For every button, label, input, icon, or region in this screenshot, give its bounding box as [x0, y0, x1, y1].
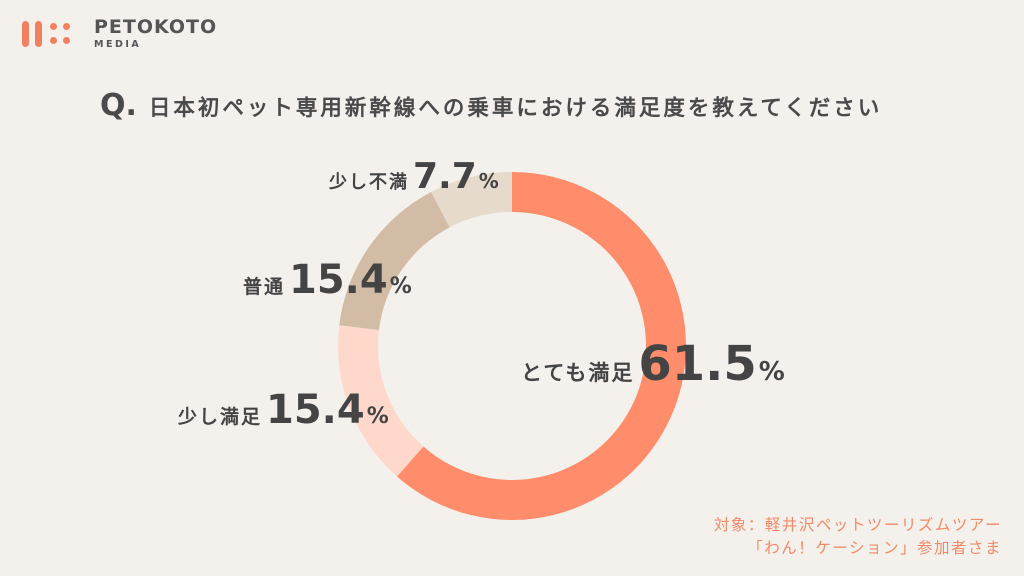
source-line-2: 「わん！ケーション」参加者さま — [747, 539, 1002, 557]
label-unit: % — [478, 169, 499, 193]
label-unit: % — [389, 274, 412, 299]
label-name: 少し満足 — [178, 406, 263, 428]
logo-name: PETOKOTO — [94, 16, 218, 38]
logo-mark-icon — [22, 19, 84, 49]
label-unit: % — [366, 404, 389, 429]
label-somewhat-satisfied: 少し満足 15.4 % — [178, 387, 389, 433]
label-name: 普通 — [243, 276, 286, 298]
question-text: 日本初ペット専用新幹線への乗車における満足度を教えてください — [148, 96, 883, 121]
label-value: 15.4 — [266, 387, 365, 433]
petokoto-logo: PETOKOTO MEDIA — [22, 18, 217, 50]
label-neutral: 普通 15.4 % — [243, 257, 412, 303]
label-name: とても満足 — [521, 361, 635, 385]
slice-neutral — [339, 191, 450, 331]
survey-source-note: 対象：軽井沢ペットツーリズムツアー 「わん！ケーション」参加者さま — [714, 514, 1002, 560]
label-value: 7.7 — [413, 156, 477, 197]
source-line-1: 対象：軽井沢ペットツーリズムツアー — [713, 516, 1002, 534]
label-unit: % — [758, 357, 785, 387]
slice-somewhat-dissatisfied — [431, 172, 512, 228]
slice-very-satisfied — [396, 172, 686, 520]
question-mark: Q. — [100, 88, 137, 123]
label-name: 少し不満 — [329, 172, 409, 193]
label-value: 15.4 — [289, 257, 388, 303]
slice-somewhat-satisfied — [338, 325, 424, 477]
question-title: Q. 日本初ペット専用新幹線への乗車における満足度を教えてください — [100, 88, 882, 123]
label-value: 61.5 — [638, 336, 757, 392]
logo-sub: MEDIA — [94, 39, 142, 50]
label-very-satisfied: とても満足 61.5 % — [521, 336, 785, 392]
label-somewhat-dissatisfied: 少し不満 7.7 % — [329, 156, 499, 197]
